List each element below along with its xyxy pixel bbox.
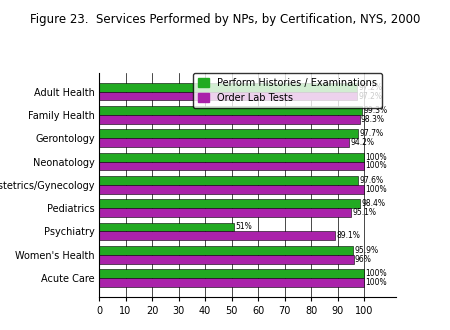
Text: 99.3%: 99.3% xyxy=(364,106,388,115)
Text: 89.1%: 89.1% xyxy=(337,231,360,240)
Text: Figure 23.  Services Performed by NPs, by Certification, NYS, 2000: Figure 23. Services Performed by NPs, by… xyxy=(30,13,420,26)
Text: 100%: 100% xyxy=(365,152,387,162)
Bar xyxy=(99,92,357,101)
Bar xyxy=(99,161,364,170)
Bar xyxy=(99,278,364,287)
Bar xyxy=(99,246,353,255)
Bar xyxy=(99,255,354,264)
Text: 97.2%: 97.2% xyxy=(358,83,382,92)
Text: 51%: 51% xyxy=(235,222,252,231)
Bar xyxy=(99,208,351,217)
Bar xyxy=(99,115,360,124)
Text: 97.2%: 97.2% xyxy=(358,91,382,101)
Bar xyxy=(99,138,349,147)
Bar xyxy=(99,231,335,240)
Bar xyxy=(99,185,364,194)
Bar xyxy=(99,106,362,115)
Text: 97.6%: 97.6% xyxy=(359,176,383,185)
Text: 96%: 96% xyxy=(355,254,372,264)
Bar xyxy=(99,199,360,208)
Text: 97.7%: 97.7% xyxy=(360,129,383,138)
Bar xyxy=(99,129,358,138)
Text: 100%: 100% xyxy=(365,269,387,278)
Bar xyxy=(99,269,364,278)
Text: 98.4%: 98.4% xyxy=(361,199,385,208)
Text: 100%: 100% xyxy=(365,278,387,287)
Bar xyxy=(99,176,358,185)
Text: 95.9%: 95.9% xyxy=(355,246,379,255)
Text: 95.1%: 95.1% xyxy=(352,208,377,217)
Legend: Perform Histories / Examinations, Order Lab Tests: Perform Histories / Examinations, Order … xyxy=(193,73,382,108)
Text: 98.3%: 98.3% xyxy=(361,115,385,124)
Text: 94.2%: 94.2% xyxy=(350,138,374,147)
Bar xyxy=(99,153,364,161)
Text: 100%: 100% xyxy=(365,185,387,194)
Text: 100%: 100% xyxy=(365,161,387,170)
Bar xyxy=(99,222,234,231)
Bar xyxy=(99,83,357,92)
